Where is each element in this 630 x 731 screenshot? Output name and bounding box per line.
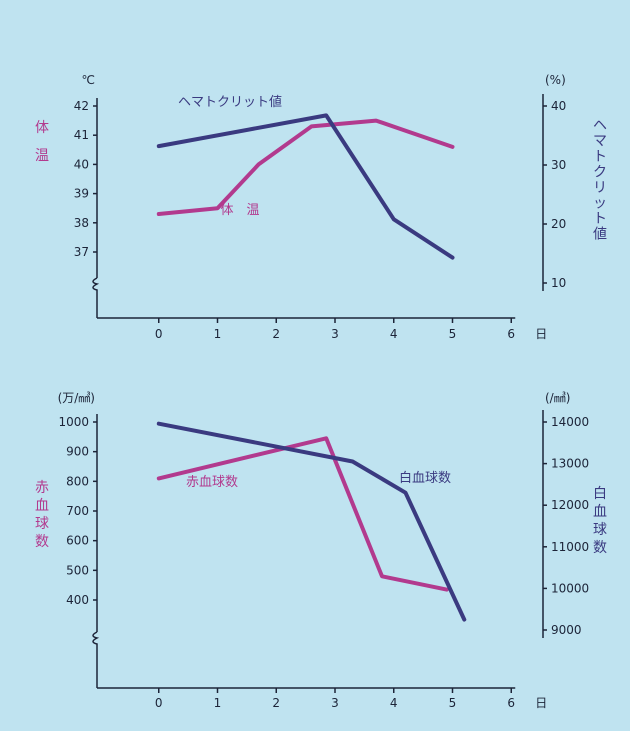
right-tick-label: 20 xyxy=(551,217,566,231)
right-tick-label: 40 xyxy=(551,99,566,113)
left-tick-label: 900 xyxy=(66,445,89,459)
x-tick-label: 2 xyxy=(272,696,280,710)
right-axis-label-char: マ xyxy=(593,134,607,150)
left-tick-label: 1000 xyxy=(58,415,89,429)
x-tick-label: 1 xyxy=(214,327,222,341)
x-unit-label: 日 xyxy=(535,327,547,341)
x-tick-label: 0 xyxy=(155,327,163,341)
right-tick-label: 9000 xyxy=(551,623,582,637)
right-axis-label-char: 血 xyxy=(593,504,607,520)
x-tick-label: 5 xyxy=(449,327,457,341)
series-label: 白血球数 xyxy=(399,470,451,486)
left-tick-label: 38 xyxy=(74,216,89,230)
right-axis-label-char: ト xyxy=(593,149,607,165)
right-axis-label-char: ク xyxy=(593,165,607,181)
left-axis-label-char: 数 xyxy=(35,534,49,550)
left-axis-label-char: 血 xyxy=(35,498,49,514)
right-tick-label: 30 xyxy=(551,158,566,172)
left-tick-label: 400 xyxy=(66,593,89,607)
x-tick-label: 4 xyxy=(390,327,398,341)
left-tick-label: 600 xyxy=(66,534,89,548)
series-line xyxy=(156,113,455,260)
x-tick-label: 6 xyxy=(507,327,515,341)
series-line xyxy=(156,436,449,592)
left-unit-label: ℃ xyxy=(82,73,95,87)
x-unit-label: 日 xyxy=(535,696,547,710)
series-line xyxy=(156,118,455,216)
right-tick-label: 14000 xyxy=(551,415,589,429)
right-axis-label-char: 数 xyxy=(593,540,607,556)
series-label: 体 温 xyxy=(220,203,259,218)
left-axis-break xyxy=(92,631,100,688)
right-axis-label-char: 白 xyxy=(593,486,607,502)
series-label: ヘマトクリット値 xyxy=(178,94,282,110)
left-tick-label: 41 xyxy=(74,128,89,142)
right-tick-label: 11000 xyxy=(551,540,589,554)
left-axis-label-char: 体 xyxy=(35,120,49,136)
right-tick-label: 10000 xyxy=(551,581,589,595)
left-tick-label: 700 xyxy=(66,504,89,518)
left-axis-label-char: 赤 xyxy=(35,480,49,496)
right-axis-label-char: 球 xyxy=(593,522,607,538)
x-tick-label: 3 xyxy=(331,327,339,341)
right-axis-label-char: ト xyxy=(593,211,607,227)
temperature-hematocrit-chart: 0 1 2 3 4 5 6 日373839404142℃10203040(%)体温ヘマトクリッ… xyxy=(35,73,607,341)
left-unit-label: (万/㎣) xyxy=(58,391,95,405)
x-tick-label: 1 xyxy=(214,696,222,710)
right-axis-label-char: ッ xyxy=(593,196,607,212)
right-tick-label: 13000 xyxy=(551,457,589,471)
x-tick-label: 2 xyxy=(272,327,280,341)
series-line xyxy=(156,421,467,622)
left-axis-label-char: 球 xyxy=(35,516,49,532)
right-axis-label-char: リ xyxy=(593,180,607,196)
left-axis-break xyxy=(92,277,100,318)
right-tick-label: 10 xyxy=(551,276,566,290)
left-tick-label: 39 xyxy=(74,187,89,201)
left-tick-label: 500 xyxy=(66,563,89,577)
left-axis-label-char: 温 xyxy=(35,148,49,164)
x-tick-label: 6 xyxy=(507,696,515,710)
x-tick-label: 4 xyxy=(390,696,398,710)
right-unit-label: (%) xyxy=(545,73,566,87)
x-tick-label: 5 xyxy=(449,696,457,710)
right-axis-label-char: ヘ xyxy=(593,118,607,134)
right-axis-label-char: 値 xyxy=(593,227,607,243)
left-tick-label: 40 xyxy=(74,157,89,171)
left-tick-label: 800 xyxy=(66,474,89,488)
right-tick-label: 12000 xyxy=(551,498,589,512)
right-unit-label: (/㎣) xyxy=(545,391,570,405)
left-tick-label: 42 xyxy=(74,99,89,113)
x-tick-label: 3 xyxy=(331,696,339,710)
blood-cell-count-chart: 0 1 2 3 4 5 6 日 400 500 600 700 800 900 1000 (万/㎣) 9000 1… xyxy=(35,391,607,710)
x-tick-label: 0 xyxy=(155,696,163,710)
series-label: 赤血球数 xyxy=(186,475,238,490)
left-tick-label: 37 xyxy=(74,245,89,259)
